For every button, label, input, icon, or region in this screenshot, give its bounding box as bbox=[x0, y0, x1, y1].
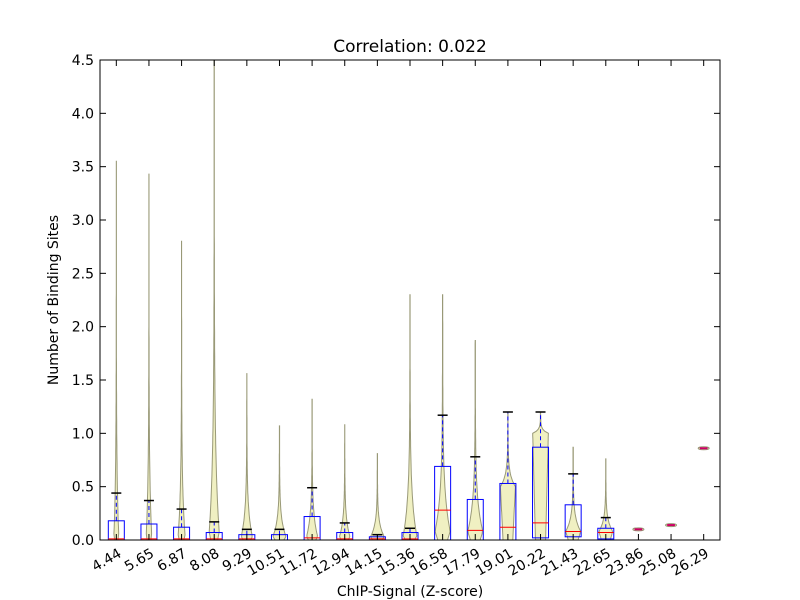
violin-group bbox=[113, 59, 710, 541]
violin-shape bbox=[402, 294, 418, 541]
y-tick-label: 3.0 bbox=[72, 213, 94, 229]
y-tick-label: 1.0 bbox=[72, 426, 94, 442]
violin-shape bbox=[208, 59, 220, 541]
y-tick-label: 3.5 bbox=[72, 160, 94, 176]
violin-shape bbox=[370, 453, 385, 541]
x-tick-label: 5.65 bbox=[122, 546, 157, 575]
violin-shape bbox=[272, 425, 287, 541]
violin-shape bbox=[241, 373, 253, 541]
y-axis-label: Number of Binding Sites bbox=[46, 215, 62, 385]
violin-shape bbox=[306, 398, 318, 541]
y-tick-label: 4.5 bbox=[72, 53, 94, 69]
box-group bbox=[107, 411, 708, 541]
x-axis-label: ChIP-Signal (Z-score) bbox=[337, 584, 483, 600]
violin-shape bbox=[598, 458, 614, 541]
violin-shape bbox=[467, 340, 484, 541]
violin-shape bbox=[177, 240, 186, 541]
y-tick-label: 4.0 bbox=[72, 106, 94, 122]
y-tick-label: 2.5 bbox=[72, 266, 94, 282]
y-tick-label: 0.5 bbox=[72, 480, 94, 496]
y-tick-label: 1.5 bbox=[72, 373, 94, 389]
violin-shape bbox=[113, 160, 120, 541]
x-tick-label: 6.87 bbox=[155, 546, 190, 575]
y-axis: 0.0 0.5 1.0 1.5 2.0 2.5 3.0 3.5 4.0 4.5 bbox=[72, 53, 720, 549]
x-tick-label: 26.29 bbox=[669, 546, 712, 580]
x-tick-label: 4.44 bbox=[89, 546, 124, 575]
violin-shape bbox=[565, 446, 581, 541]
chart-title: Correlation: 0.022 bbox=[333, 37, 487, 57]
violin-shape bbox=[145, 173, 153, 541]
y-tick-label: 0.0 bbox=[72, 533, 94, 549]
y-tick-label: 2.0 bbox=[72, 320, 94, 336]
x-tick-label: 8.08 bbox=[187, 546, 222, 575]
violin-shape bbox=[339, 424, 351, 541]
